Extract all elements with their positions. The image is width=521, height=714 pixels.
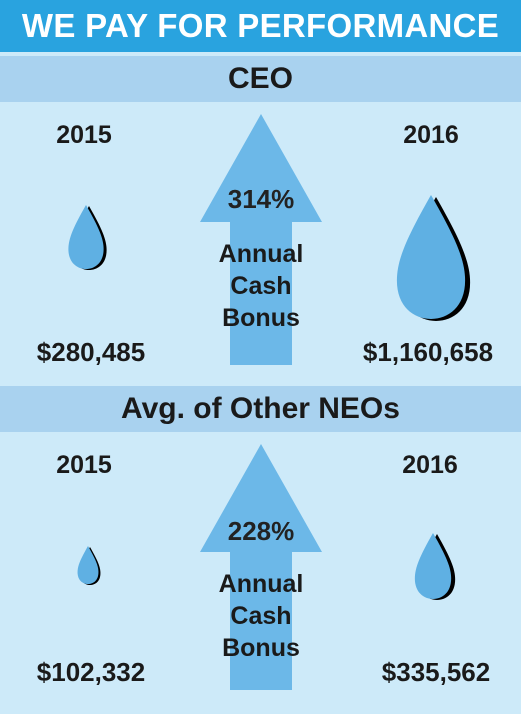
page-title: WE PAY FOR PERFORMANCE xyxy=(0,0,521,52)
year-label: 2016 xyxy=(403,121,459,149)
amount-label: $280,485 xyxy=(36,337,146,367)
year-label: 2015 xyxy=(56,451,112,479)
year-label: 2015 xyxy=(56,121,112,149)
bonus-label: Annual Cash Bonus xyxy=(218,240,304,332)
water-drop-icon xyxy=(414,533,456,600)
percent-change: 228% xyxy=(227,516,295,546)
water-drop-icon xyxy=(77,546,101,585)
water-drop-icon xyxy=(396,195,471,321)
bonus-label: Annual Cash Bonus xyxy=(218,570,304,662)
arrow-up-icon xyxy=(200,444,322,690)
amount-label: $1,160,658 xyxy=(362,337,494,367)
section-heading-neos: Avg. of Other NEOs xyxy=(0,386,521,432)
section-heading-ceo: CEO xyxy=(0,56,521,102)
percent-change: 314% xyxy=(227,184,295,214)
arrow-up-icon xyxy=(200,114,322,365)
amount-label: $102,332 xyxy=(36,657,146,687)
amount-label: $335,562 xyxy=(381,657,491,687)
water-drop-icon xyxy=(68,205,107,270)
year-label: 2016 xyxy=(402,451,458,479)
